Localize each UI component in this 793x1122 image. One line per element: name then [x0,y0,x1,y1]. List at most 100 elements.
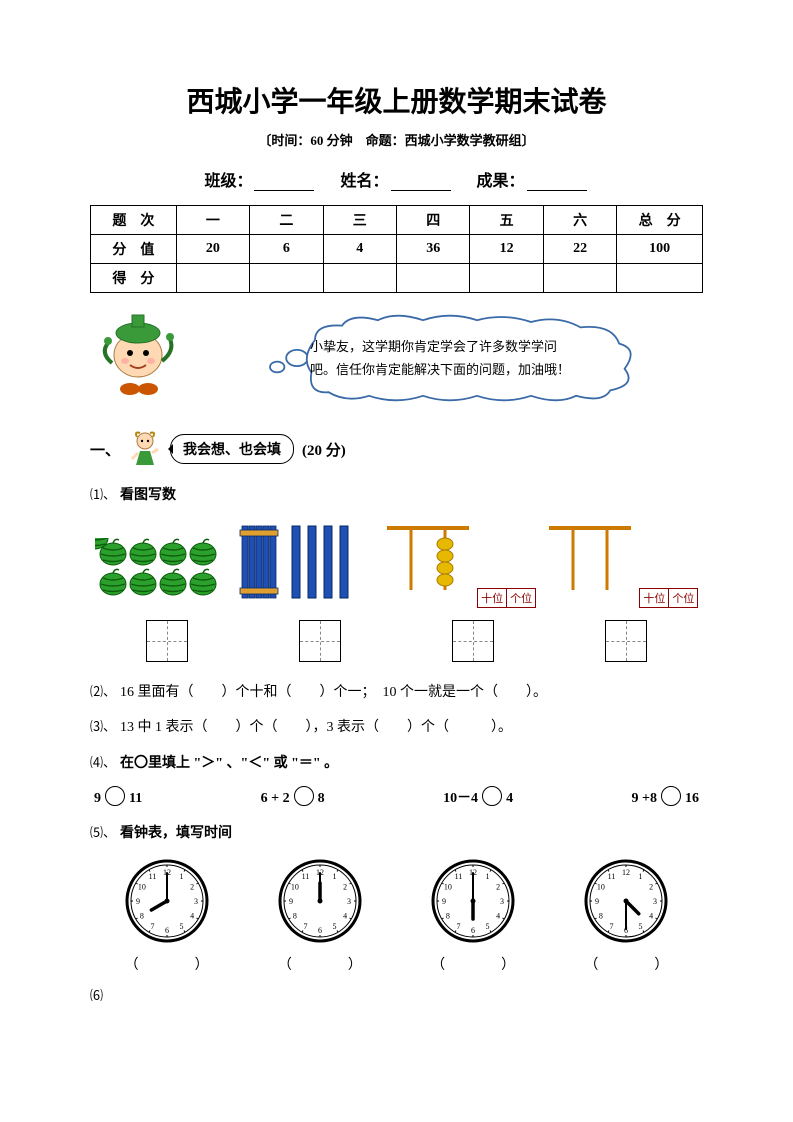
row-label: 分 值 [91,235,177,264]
tens-label: 十位 [640,589,669,607]
svg-text:6: 6 [165,926,169,935]
name-blank[interactable] [391,175,451,191]
cloud-text: 小挚友，这学期你肯定学会了许多数学学问 吧。信任你肯定能解决下面的问题，加油哦！ [310,335,630,382]
th: 五 [470,206,543,235]
svg-text:6: 6 [318,926,322,935]
clock-answer-row: （ ） （ ） （ ） （ ） [90,954,703,974]
paren-blank[interactable]: （ ） [584,954,668,974]
svg-text:5: 5 [179,922,183,931]
svg-text:3: 3 [194,897,198,906]
svg-text:2: 2 [649,883,653,892]
abacus-icon [545,524,635,602]
expr: 6 + 2 [261,791,290,806]
compare-circle[interactable] [294,786,314,806]
answer-box[interactable] [452,620,494,662]
cloud-line1: 小挚友，这学期你肯定学会了许多数学学问 [310,335,630,358]
q-label: ⑶、 [90,719,116,734]
q-text: 看钟表，填写时间 [120,826,232,841]
svg-text:1: 1 [179,872,183,881]
svg-text:7: 7 [457,922,461,931]
q6: ⑹ [90,984,703,1009]
svg-text:8: 8 [599,912,603,921]
q-text: 13 中 1 表示（ ）个（ ），3 表示（ ）个（ ）。 [120,720,512,735]
cell[interactable] [323,264,396,293]
q-label: ⑴、 [90,487,116,502]
th: 一 [176,206,249,235]
counting-rods-icon [234,518,374,608]
svg-text:2: 2 [343,883,347,892]
expr: 16 [685,791,699,806]
expr: 10－4 [443,791,478,806]
th-label: 题 次 [91,206,177,235]
section-points: (20 分) [302,439,346,460]
ones-label: 个位 [507,589,535,607]
expr: 11 [129,791,142,806]
svg-text:8: 8 [140,912,144,921]
cell[interactable] [470,264,543,293]
svg-text:10: 10 [444,883,452,892]
cell[interactable] [396,264,469,293]
abacus-2: 十位个位 [545,524,698,608]
svg-text:7: 7 [150,922,154,931]
class-label: 班级： [204,173,252,190]
section-1-head: 一、 我会想、也会填 (20 分) [90,429,703,469]
cell[interactable] [617,264,703,293]
answer-box[interactable] [146,620,188,662]
svg-text:12: 12 [622,868,630,877]
q4-items: 911 6 + 28 10－44 9 +816 [90,786,703,811]
answer-box-row [90,620,703,662]
score-label: 成果： [477,173,525,190]
q-text: 看图写数 [120,488,176,503]
svg-text:6: 6 [471,926,475,935]
q-label: ⑷、 [90,755,116,770]
answer-box[interactable] [605,620,647,662]
svg-text:1: 1 [639,872,643,881]
svg-text:9: 9 [595,897,599,906]
class-blank[interactable] [254,175,314,191]
clock-row: 123456789101112 123456789101112 12345678… [90,856,703,946]
svg-text:4: 4 [496,912,500,921]
th: 二 [250,206,323,235]
svg-text:10: 10 [138,883,146,892]
cell: 20 [176,235,249,264]
cell[interactable] [543,264,616,293]
cloud-row: 小挚友，这学期你肯定学会了许多数学学问 吧。信任你肯定能解决下面的问题，加油哦！ [90,303,703,423]
q-label: ⑹ [90,988,103,1003]
section-num: 一、 [90,439,120,460]
cell[interactable] [250,264,323,293]
cartoon-boy-icon [90,303,200,413]
tens-label: 十位 [478,589,507,607]
cell: 36 [396,235,469,264]
score-blank[interactable] [527,175,587,191]
compare-circle[interactable] [661,786,681,806]
paren-blank[interactable]: （ ） [278,954,362,974]
svg-text:1: 1 [486,872,490,881]
section-bubble: 我会想、也会填 [170,434,294,464]
svg-text:8: 8 [293,912,297,921]
ones-label: 个位 [669,589,697,607]
q-label: ⑸、 [90,825,116,840]
compare-circle[interactable] [105,786,125,806]
cell: 12 [470,235,543,264]
info-row: 班级： 姓名： 成果： [90,167,703,191]
compare-circle[interactable] [482,786,502,806]
table-row: 题 次 一 二 三 四 五 六 总 分 [91,206,703,235]
svg-text:10: 10 [291,883,299,892]
abacus-icon [383,524,473,602]
table-row: 得 分 [91,264,703,293]
cell: 100 [617,235,703,264]
table-row: 分 值 20 6 4 36 12 22 100 [91,235,703,264]
q-label: ⑵、 [90,684,116,699]
abacus-1: 十位个位 [383,524,536,608]
cell[interactable] [176,264,249,293]
expr: 8 [318,791,325,806]
paren-blank[interactable]: （ ） [125,954,209,974]
page-title: 西城小学一年级上册数学期末试卷 [90,80,703,120]
svg-text:10: 10 [597,883,605,892]
score-table: 题 次 一 二 三 四 五 六 总 分 分 值 20 6 4 36 12 22 … [90,205,703,293]
q1: ⑴、看图写数 [90,483,703,508]
svg-text:4: 4 [190,912,194,921]
svg-text:3: 3 [347,897,351,906]
answer-box[interactable] [299,620,341,662]
paren-blank[interactable]: （ ） [431,954,515,974]
